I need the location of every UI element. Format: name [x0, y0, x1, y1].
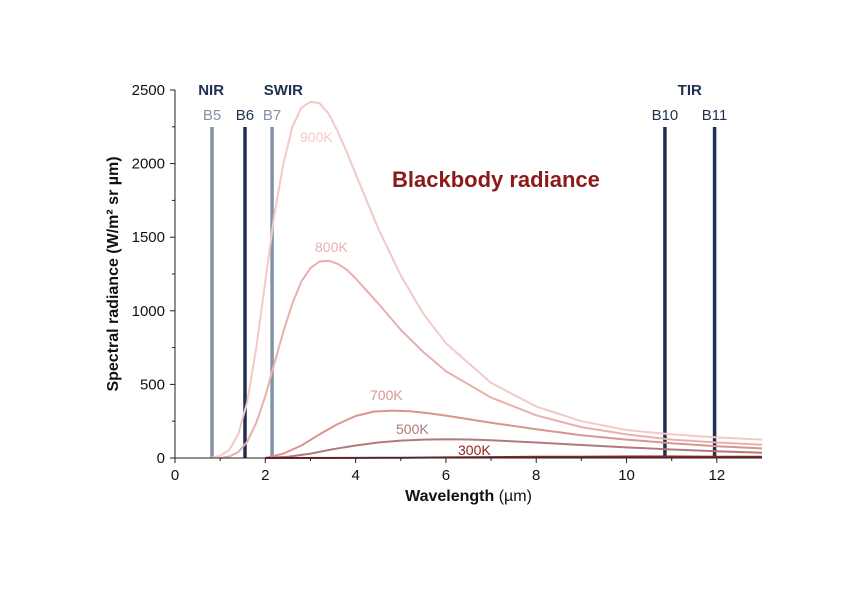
series-line-800k: [220, 259, 763, 459]
series-line-500k: [265, 438, 763, 459]
x-axis-title-text: Wavelength: [405, 488, 494, 505]
y-tick-label: 2000: [132, 156, 165, 173]
x-tick-label: 4: [351, 467, 359, 484]
y-tick-label: 500: [140, 376, 165, 393]
chart-annotation: Blackbody radiance: [392, 167, 600, 192]
band-label-b7: B7: [263, 107, 281, 124]
x-tick-label: 2: [261, 467, 269, 484]
x-tick-label: 0: [171, 467, 179, 484]
band-label-b5: B5: [203, 107, 221, 124]
y-tick-label: 1500: [132, 229, 165, 246]
y-tick-label: 2500: [132, 82, 165, 99]
series-label-700k: 700K: [370, 387, 403, 403]
series-line-900k: [210, 100, 763, 459]
x-tick-label: 8: [532, 467, 540, 484]
y-axis-title: Spectral radiance (W/m² sr µm): [105, 156, 122, 391]
band-label-b10: B10: [652, 107, 679, 124]
x-tick-label: 6: [442, 467, 450, 484]
band-label-b11: B11: [702, 107, 728, 124]
series-label-500k: 500K: [396, 421, 429, 437]
x-tick-label: 10: [618, 467, 635, 484]
band-label-b6: B6: [236, 107, 254, 124]
series-line-700k: [265, 409, 763, 459]
band-group-label-tir: TIR: [678, 82, 702, 99]
y-tick-label: 0: [157, 450, 165, 467]
radiance-curves: 900K 800K 700K 500K 300K: [210, 100, 763, 459]
spectral-bands: B5 B6 B7 B10 B11 NIR SWIR TIR: [198, 82, 727, 458]
x-tick-label: 12: [709, 467, 726, 484]
series-label-300k: 300K: [458, 442, 491, 458]
axis-ticks: 0 2 4 6 8 10 12 0 500 1000 1500 2000 2500: [132, 82, 726, 484]
y-tick-label: 1000: [132, 303, 165, 320]
band-group-label-nir: NIR: [198, 82, 224, 99]
x-axis-title: Wavelength (µm): [405, 488, 532, 505]
series-label-800k: 800K: [315, 239, 348, 255]
x-axis-title-unit: (µm): [499, 488, 532, 505]
series-label-900k: 900K: [300, 129, 333, 145]
band-group-label-swir: SWIR: [264, 82, 303, 99]
